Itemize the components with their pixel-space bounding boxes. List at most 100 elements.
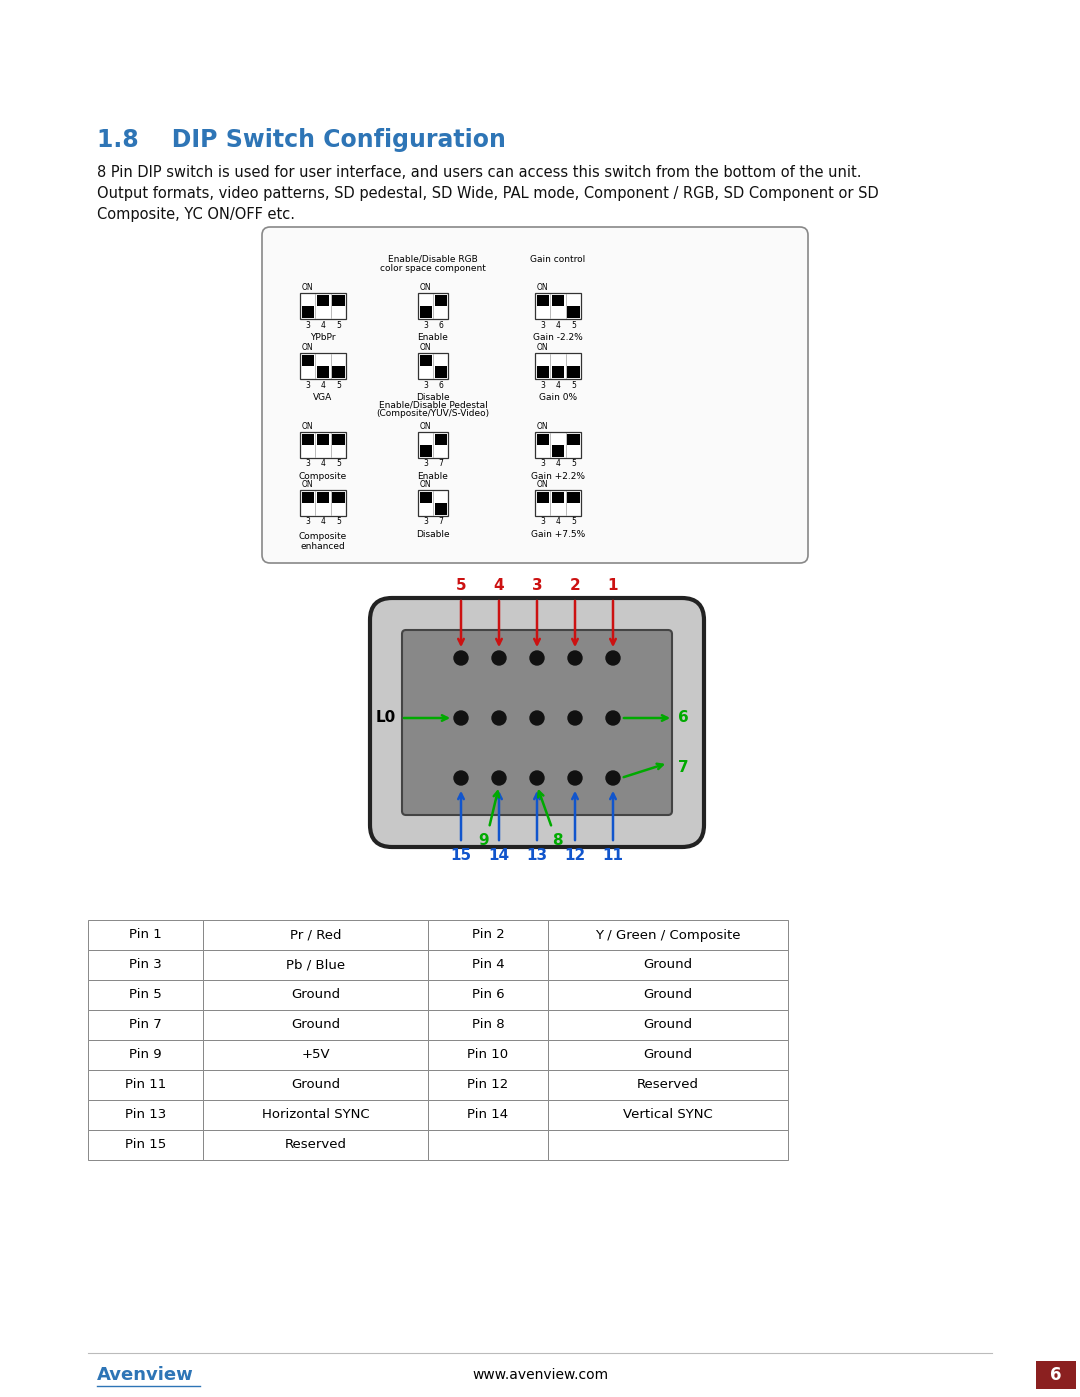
Text: 4: 4 (321, 320, 325, 330)
FancyBboxPatch shape (370, 598, 704, 847)
Text: 2: 2 (569, 578, 580, 592)
Text: Gain +7.5%: Gain +7.5% (531, 529, 585, 539)
Text: 3: 3 (531, 578, 542, 592)
Bar (434, 503, 446, 514)
Text: Ground: Ground (291, 1018, 340, 1031)
Bar (87, 981, 203, 1010)
Text: Pin 6: Pin 6 (472, 989, 504, 1002)
Text: 15: 15 (450, 848, 472, 863)
Bar (1036, 1361, 1076, 1389)
Circle shape (454, 711, 468, 725)
Circle shape (606, 651, 620, 665)
Text: Enable: Enable (418, 472, 448, 481)
Text: ON: ON (301, 344, 313, 352)
Bar (87, 921, 203, 950)
Text: 3: 3 (540, 460, 545, 468)
Bar (419, 355, 432, 366)
Bar (434, 366, 446, 377)
Text: 3: 3 (423, 517, 428, 527)
Text: Pin 1: Pin 1 (130, 929, 162, 942)
Text: Pin 4: Pin 4 (472, 958, 504, 971)
Text: 3: 3 (306, 380, 310, 390)
Bar (316, 295, 329, 306)
Text: 11: 11 (603, 848, 623, 863)
Text: 4: 4 (494, 578, 504, 592)
Text: ON: ON (419, 344, 431, 352)
Text: Avenview: Avenview (97, 1366, 193, 1384)
Bar (535, 353, 581, 379)
Bar (333, 492, 345, 503)
Text: 3: 3 (306, 320, 310, 330)
Bar (552, 446, 564, 457)
Bar (418, 490, 448, 515)
Bar (537, 492, 549, 503)
Text: Ground: Ground (291, 1078, 340, 1091)
Circle shape (454, 651, 468, 665)
Text: 6: 6 (1050, 1366, 1062, 1384)
Text: 3: 3 (423, 380, 428, 390)
Text: L0: L0 (376, 711, 396, 725)
Bar (333, 295, 345, 306)
Bar (87, 1099, 203, 1130)
Bar (301, 355, 314, 366)
Bar (567, 306, 580, 317)
Bar (552, 366, 564, 377)
Text: 1.8    DIP Switch Configuration: 1.8 DIP Switch Configuration (97, 129, 505, 152)
Bar (87, 1130, 203, 1160)
Text: 5: 5 (456, 578, 467, 592)
Bar (535, 432, 581, 458)
Bar (567, 366, 580, 377)
Bar (428, 1039, 548, 1070)
Text: 5: 5 (571, 380, 576, 390)
Circle shape (454, 771, 468, 785)
Text: ON: ON (419, 481, 431, 489)
Bar (333, 433, 345, 446)
Bar (87, 1070, 203, 1099)
Bar (548, 1070, 788, 1099)
Bar (301, 492, 314, 503)
Text: 14: 14 (488, 848, 510, 863)
Text: Pin 15: Pin 15 (125, 1139, 166, 1151)
Text: Ground: Ground (291, 989, 340, 1002)
Text: Enable/Disable Pedestal: Enable/Disable Pedestal (379, 400, 487, 409)
Text: Gain +2.2%: Gain +2.2% (531, 472, 585, 481)
Text: 4: 4 (555, 320, 561, 330)
Bar (301, 433, 314, 446)
Text: 5: 5 (336, 320, 341, 330)
Text: Pin 8: Pin 8 (472, 1018, 504, 1031)
Bar (300, 293, 346, 319)
Text: Ground: Ground (644, 958, 692, 971)
Bar (203, 1010, 428, 1039)
Text: +5V: +5V (301, 1049, 329, 1062)
Text: Gain 0%: Gain 0% (539, 393, 577, 402)
Circle shape (530, 711, 544, 725)
Circle shape (606, 771, 620, 785)
Text: 5: 5 (571, 517, 576, 527)
Bar (87, 1039, 203, 1070)
Text: 3: 3 (540, 380, 545, 390)
Text: ON: ON (537, 422, 549, 432)
Bar (428, 950, 548, 981)
Bar (537, 433, 549, 446)
Bar (537, 366, 549, 377)
Bar (428, 1099, 548, 1130)
Bar (428, 1130, 548, 1160)
FancyBboxPatch shape (402, 630, 672, 814)
Text: Reserved: Reserved (637, 1078, 699, 1091)
Text: 5: 5 (336, 460, 341, 468)
Bar (552, 492, 564, 503)
Text: Pb / Blue: Pb / Blue (286, 958, 346, 971)
Circle shape (492, 711, 507, 725)
Text: Enable/Disable RGB: Enable/Disable RGB (388, 256, 477, 264)
Text: Pin 7: Pin 7 (130, 1018, 162, 1031)
Text: Pin 12: Pin 12 (468, 1078, 509, 1091)
Text: Reserved: Reserved (284, 1139, 347, 1151)
Bar (548, 950, 788, 981)
Text: Pin 11: Pin 11 (125, 1078, 166, 1091)
Bar (203, 981, 428, 1010)
Bar (567, 433, 580, 446)
Bar (301, 306, 314, 317)
Bar (552, 295, 564, 306)
Text: Pin 2: Pin 2 (472, 929, 504, 942)
Text: ON: ON (537, 481, 549, 489)
